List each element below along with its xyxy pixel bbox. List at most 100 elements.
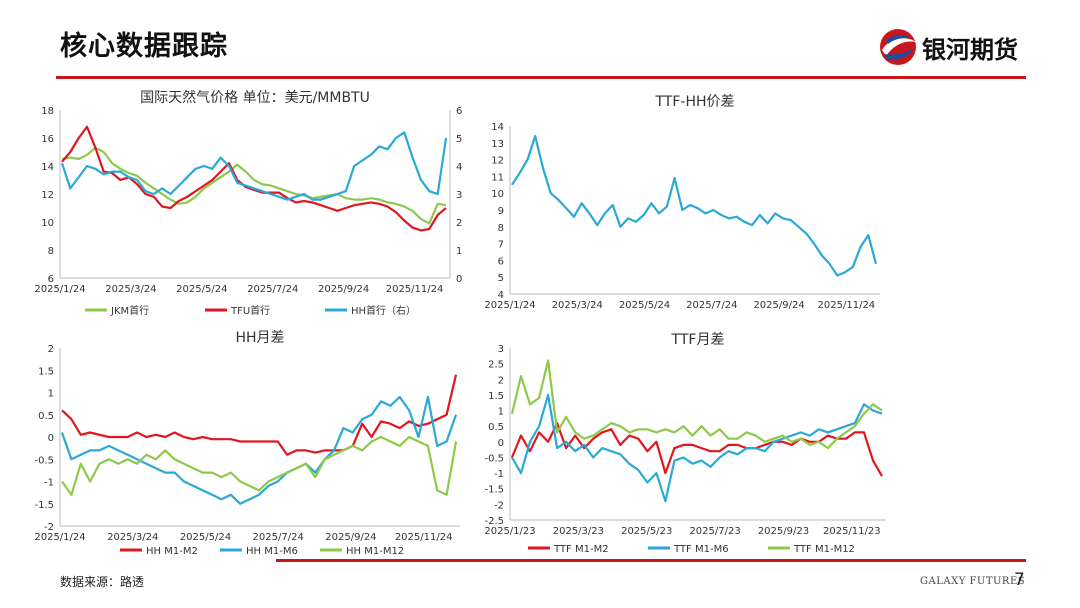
y-tick-label: 1: [498, 407, 504, 418]
x-tick-label: 2025/11/24: [818, 300, 876, 311]
chart-title: TTF-HH价差: [654, 94, 734, 110]
y-tick-label: 8: [498, 223, 504, 234]
footer-brand: GALAXY FUTURES: [920, 576, 1026, 587]
series-line-green: [510, 359, 883, 450]
y-tick-label: 0.5: [38, 411, 54, 422]
y-tick-label: -0.5: [484, 453, 504, 464]
series-line-red: [61, 374, 458, 456]
y-tick-label: 2: [498, 375, 504, 386]
chart-hh-month-spread: HH月差 -2 -1.5 -1 -0.5 0 0.5 1 1.5 2 2025/1/24 2025/3…: [34, 330, 460, 557]
y-tick-label: 14: [491, 122, 504, 133]
y-tick-label: -1: [494, 469, 504, 480]
legend-label: JKM首行: [110, 304, 149, 317]
y-tick-label: -2: [44, 522, 54, 533]
series-line-red: [61, 125, 447, 232]
x-tick-label: 2025/3/24: [107, 532, 158, 543]
y-tick-label: -2.5: [484, 516, 504, 527]
chart-ttf-hh-spread: TTF-HH价差 4 5 6 7 8 9 10 11 12 13 14 2025/1/24 2025/3/…: [484, 94, 880, 311]
x-tick-label: 2025/1/24: [34, 284, 85, 295]
y2-tick-label: 3: [456, 190, 462, 201]
y2-tick-label: 1: [456, 246, 462, 257]
footer-rule: [276, 559, 1026, 562]
y-tick-label: 0.5: [488, 422, 504, 433]
y-tick-label: -0.5: [34, 455, 54, 466]
x-tick-label: 2025/9/24: [325, 532, 376, 543]
x-tick-label: 2025/7/24: [247, 284, 298, 295]
x-tick-label: 2025/1/23: [484, 526, 535, 537]
series-line-blue: [511, 134, 878, 277]
y-tick-label: 18: [41, 106, 54, 117]
y2-tick-label: 6: [456, 106, 462, 117]
y-tick-label: 2.5: [488, 360, 504, 371]
y2-tick-label: 5: [456, 134, 462, 145]
chart-gas-prices: 国际天然气价格 单位：美元/MMBTU681012141618012345620…: [34, 89, 462, 317]
y-tick-label: 0: [498, 438, 504, 449]
legend-label: TTF M1-M12: [793, 544, 855, 555]
x-tick-label: 2025/9/23: [758, 526, 809, 537]
page-title: 核心数据跟踪: [60, 31, 228, 62]
legend-label: TTF M1-M2: [553, 544, 609, 555]
x-tick-label: 2025/7/23: [689, 526, 740, 537]
page-number: 7: [1014, 570, 1025, 590]
y2-tick-label: 4: [456, 162, 462, 173]
y-tick-label: -1.5: [484, 485, 504, 496]
series-line-green: [61, 435, 458, 496]
y-tick-label: 5: [498, 273, 504, 284]
y-tick-label: 10: [491, 189, 504, 200]
y-tick-label: 1.5: [488, 391, 504, 402]
x-tick-label: 2025/3/24: [552, 300, 603, 311]
y-tick-label: 10: [41, 218, 54, 229]
x-tick-label: 2025/7/24: [686, 300, 737, 311]
y-tick-label: -1.5: [34, 500, 54, 511]
series-line-red: [510, 421, 883, 477]
x-tick-label: 2025/11/24: [395, 532, 453, 543]
x-tick-label: 2025/5/24: [180, 532, 231, 543]
y-tick-label: -2: [494, 500, 504, 511]
y-tick-label: 7: [498, 240, 504, 251]
x-tick-label: 2025/5/24: [176, 284, 227, 295]
y-tick-label: 9: [498, 206, 504, 217]
data-source: 数据来源：路透: [60, 575, 145, 589]
y-tick-label: 2: [48, 344, 54, 355]
y-tick-label: 14: [41, 162, 54, 173]
series-line-blue: [60, 395, 458, 505]
x-tick-label: 2025/5/23: [621, 526, 672, 537]
x-tick-label: 2025/1/24: [34, 532, 85, 543]
legend-label: HH M1-M12: [346, 546, 404, 557]
chart-ttf-month-spread: TTF月差 -2.5 -2 -1.5 -1 -0.5 0 0.5 1 1.5 2 2.5 3 2025/1…: [484, 332, 886, 555]
legend-label: HH M1-M2: [146, 546, 198, 557]
y-tick-label: 12: [491, 156, 504, 167]
y-tick-label: 4: [498, 290, 504, 301]
chart-title: TTF月差: [671, 332, 725, 348]
x-tick-label: 2025/5/24: [619, 300, 670, 311]
y-tick-label: 8: [48, 246, 54, 257]
y-tick-label: 0: [48, 433, 54, 444]
legend-label: HH首行（右）: [351, 304, 416, 317]
brand-name: 银河期货: [922, 36, 1018, 64]
legend-label: HH M1-M6: [246, 546, 298, 557]
y-tick-label: 6: [48, 274, 54, 285]
x-tick-label: 2025/9/24: [318, 284, 369, 295]
galaxy-futures-logo: [880, 29, 916, 65]
series-line-green: [61, 146, 447, 225]
legend-label: TTF M1-M6: [673, 544, 729, 555]
x-tick-label: 2025/3/23: [553, 526, 604, 537]
x-tick-label: 2025/7/24: [253, 532, 304, 543]
series-line-blue: [60, 131, 448, 201]
series-line-blue: [511, 393, 883, 503]
y-tick-label: 11: [491, 172, 504, 183]
y-tick-label: 16: [41, 134, 54, 145]
y-tick-label: 6: [498, 256, 504, 267]
y-tick-label: 13: [491, 139, 504, 150]
y-tick-label: 1.5: [38, 366, 54, 377]
y2-tick-label: 2: [456, 218, 462, 229]
y-tick-label: 3: [498, 344, 504, 355]
y-tick-label: 1: [48, 389, 54, 400]
x-tick-label: 2025/3/24: [105, 284, 156, 295]
header-rule: [56, 76, 1026, 79]
x-tick-label: 2025/1/24: [484, 300, 535, 311]
legend-label: TFU首行: [230, 304, 270, 317]
x-tick-label: 2025/11/24: [386, 284, 444, 295]
chart-title: HH月差: [235, 330, 284, 346]
y-tick-label: 12: [41, 190, 54, 201]
